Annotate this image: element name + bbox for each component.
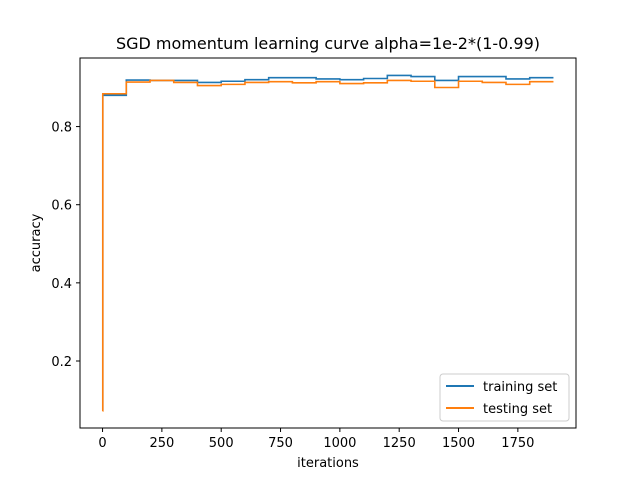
y-tick-label: 0.8 — [51, 121, 72, 136]
y-axis-ticks: 0.2 0.4 0.6 0.8 — [51, 121, 80, 370]
x-tick-label: 1000 — [323, 436, 356, 451]
chart-title: SGD momentum learning curve alpha=1e-2*(… — [116, 34, 540, 53]
x-tick-label: 1500 — [442, 436, 475, 451]
y-tick-label: 0.6 — [51, 199, 72, 214]
series-line-testing-set — [101, 79, 554, 412]
legend-label-training-set: training set — [483, 380, 557, 395]
series-layer — [101, 74, 554, 412]
series-line-training-set — [101, 74, 554, 411]
axes-frame — [79, 57, 577, 429]
y-axis-label: accuracy — [29, 213, 44, 272]
legend-label-testing-set: testing set — [483, 402, 552, 417]
x-tick-label: 500 — [209, 436, 234, 451]
x-tick-label: 1750 — [501, 436, 534, 451]
x-tick-label: 1250 — [383, 436, 416, 451]
x-tick-label: 750 — [268, 436, 293, 451]
y-tick-label: 0.2 — [51, 355, 72, 370]
x-tick-label: 250 — [149, 436, 174, 451]
y-tick-label: 0.4 — [51, 277, 72, 292]
legend: training set testing set — [439, 373, 570, 422]
x-tick-label: 0 — [98, 436, 106, 451]
x-axis-ticks: 0 250 500 750 1000 1250 1500 1750 — [98, 428, 534, 451]
x-axis-label: iterations — [297, 456, 359, 471]
